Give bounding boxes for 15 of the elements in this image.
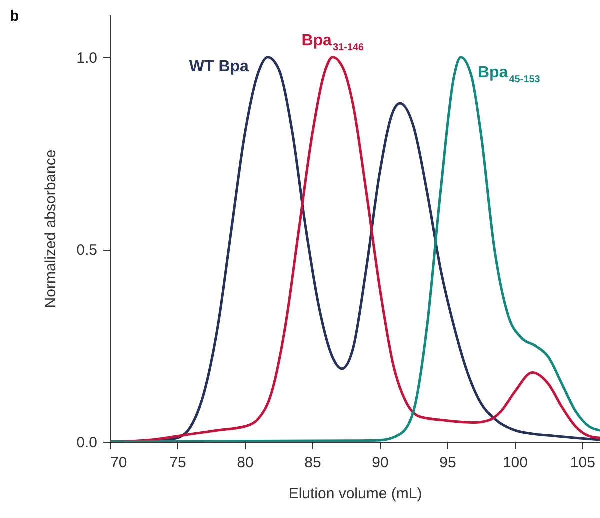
x-tick-label: 70 — [110, 454, 128, 472]
y-tick-label: 1.0 — [76, 50, 98, 67]
x-tick-label: 100 — [502, 454, 528, 472]
x-axis-title: Elution volume (mL) — [288, 486, 422, 502]
y-axis-title: Normalized absorbance — [42, 150, 60, 308]
x-tick-label: 95 — [440, 454, 456, 472]
text: b — [10, 8, 20, 25]
series-label: WT Bpa — [189, 58, 250, 76]
x-tick-label: 90 — [372, 454, 389, 472]
x-tick-label: 85 — [304, 454, 322, 472]
x-tick-label: 80 — [237, 454, 254, 472]
x-tick-label: 105 — [570, 454, 596, 472]
y-tick-label: 0.5 — [76, 242, 98, 260]
x-tick-label: 75 — [170, 454, 186, 472]
y-tick-label: 0.0 — [76, 434, 98, 452]
